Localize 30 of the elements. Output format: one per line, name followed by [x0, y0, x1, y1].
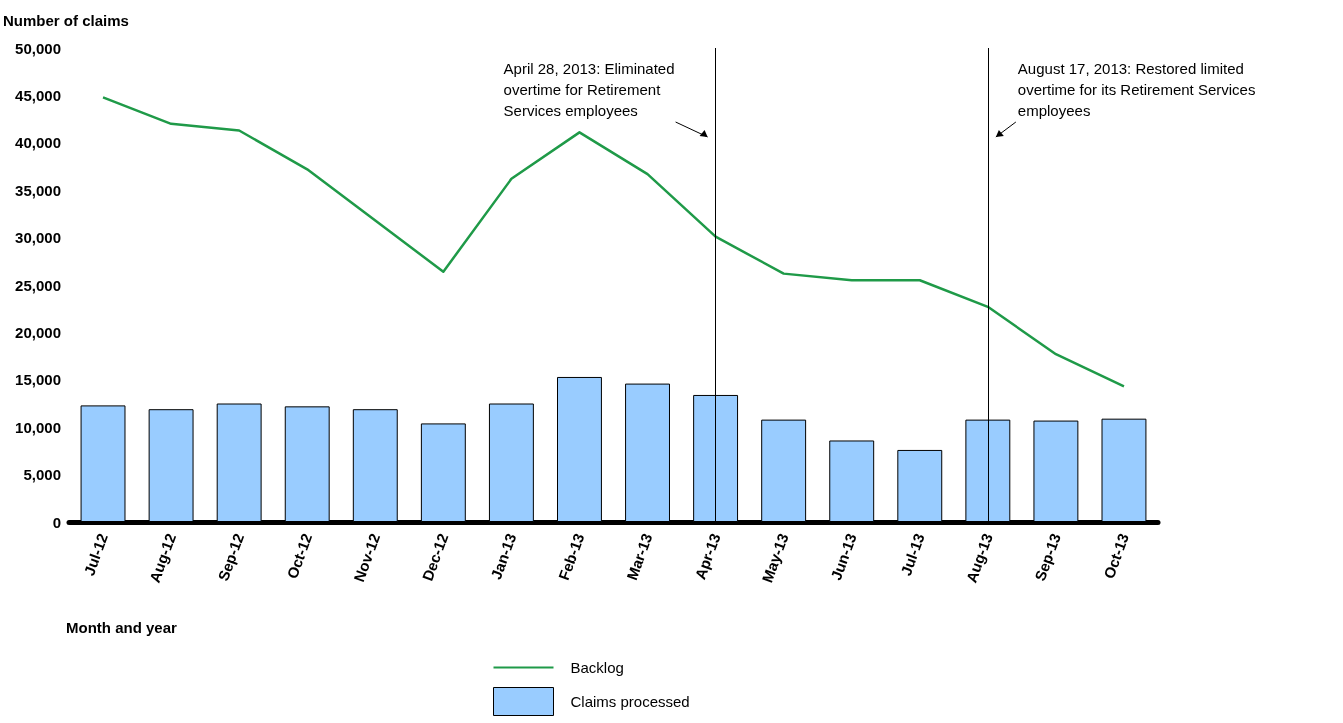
- x-tick-label: Jun-13: [827, 531, 860, 583]
- y-tick-label: 45,000: [15, 86, 61, 104]
- legend-label: Claims processed: [570, 693, 690, 710]
- x-tick-label: Aug-13: [962, 531, 996, 585]
- y-tick-label: 25,000: [15, 276, 61, 294]
- y-tick-label: 40,000: [15, 134, 61, 152]
- x-tick-label: Oct-13: [1100, 531, 1132, 581]
- y-tick-label: 30,000: [15, 229, 61, 247]
- x-axis-title: Month and year: [66, 619, 178, 636]
- ref-line-label: April 28, 2013: Eliminated overtime for Retirement Services employees: [503, 60, 679, 119]
- y-axis-title: Number of claims: [3, 12, 129, 29]
- y-tick-label: 0: [52, 513, 61, 531]
- y-tick-label: 35,000: [15, 181, 61, 199]
- x-tick-label: Sep-13: [1031, 531, 1064, 584]
- x-tick-label: Oct-12: [283, 531, 316, 581]
- x-tick-label: Jul-13: [896, 531, 928, 578]
- ref-line-label: August 17, 2013: Restored limited overtime for its Retirement Services employees: [1017, 60, 1260, 119]
- y-tick-label: 20,000: [15, 323, 61, 341]
- y-tick-label: 10,000: [15, 418, 61, 436]
- y-tick-label: 15,000: [15, 371, 61, 389]
- x-tick-label: Jan-13: [487, 531, 520, 582]
- legend-label: Backlog: [570, 659, 624, 676]
- line-series: [101, 96, 1126, 388]
- x-tick-label: Sep-12: [214, 531, 248, 584]
- y-tick-label: 50,000: [15, 39, 61, 57]
- x-tick-label: Jul-12: [80, 531, 112, 578]
- x-tick-label: Mar-13: [623, 531, 656, 583]
- x-tick-label: Apr-13: [691, 531, 724, 582]
- x-tick-label: Aug-12: [145, 531, 180, 585]
- y-tick-label: 5,000: [23, 466, 61, 484]
